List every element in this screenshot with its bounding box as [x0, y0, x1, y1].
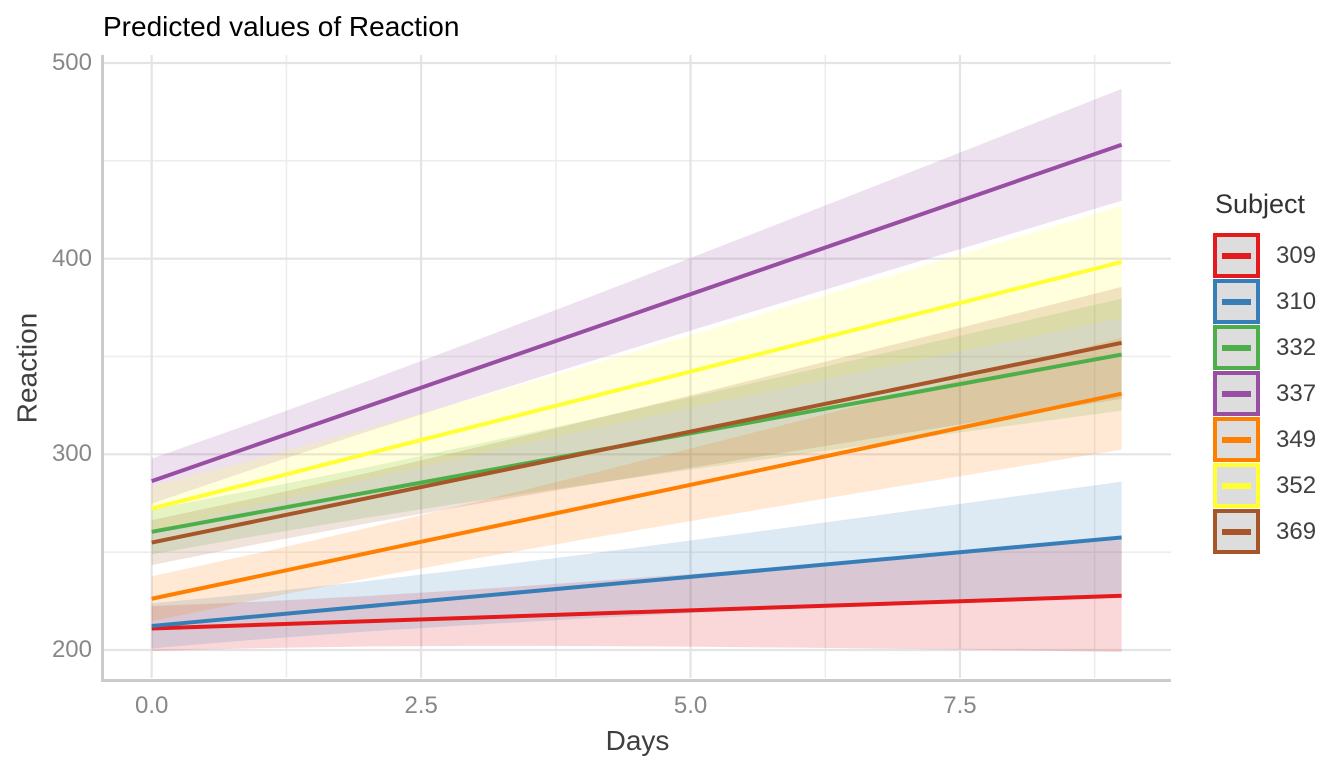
legend-key-line-icon: [1222, 528, 1251, 535]
ribbon-369: [151, 286, 1122, 566]
legend-item-label: 352: [1276, 471, 1317, 499]
legend-key-swatch: [1213, 371, 1260, 416]
legend-item-309: 309: [1213, 233, 1316, 278]
line-349: [151, 391, 1123, 601]
ribbon-349: [151, 337, 1122, 622]
line-309: [151, 593, 1122, 631]
legend-item-label: 332: [1276, 333, 1317, 361]
legend-key-swatch: [1213, 417, 1260, 462]
legend-key-swatch: [1213, 463, 1260, 508]
plot-title: Predicted values of Reaction: [103, 11, 460, 42]
ribbon-352: [151, 206, 1122, 532]
legend-key-line-icon: [1222, 482, 1251, 489]
legend-item-label: 337: [1276, 379, 1317, 407]
legend-key-swatch: [1213, 279, 1260, 324]
legend-item-310: 310: [1213, 279, 1316, 324]
legend-item-337: 337: [1213, 371, 1316, 416]
ribbon-309: [151, 539, 1122, 652]
legend-item-369: 369: [1213, 509, 1316, 554]
x-tick-label: 5.0: [673, 692, 708, 719]
line-310: [151, 535, 1122, 628]
legend-title: Subject: [1215, 189, 1306, 219]
legend-key-line-icon: [1222, 252, 1251, 259]
y-tick-label: 300: [51, 440, 92, 468]
legend: Subject 309 310 332 337 349 352 369: [1213, 189, 1316, 555]
legend-item-label: 349: [1276, 425, 1317, 453]
line-369: [151, 340, 1123, 545]
x-axis-title: Days: [605, 725, 670, 756]
x-tick-label: 0.0: [135, 692, 169, 719]
legend-key-line-icon: [1222, 390, 1251, 397]
legend-key-swatch: [1213, 233, 1260, 278]
ribbon-310: [151, 481, 1122, 649]
y-tick-label: 200: [51, 636, 92, 663]
line-352: [151, 260, 1123, 511]
ribbon-332: [151, 298, 1122, 555]
legend-item-332: 332: [1213, 325, 1316, 370]
legend-items: 309 310 332 337 349 352 369: [1213, 233, 1316, 554]
legend-key-line-icon: [1222, 298, 1251, 305]
y-tick-label: 500: [51, 48, 92, 76]
x-tick-label: 7.5: [943, 692, 977, 719]
y-tick-label: 400: [51, 244, 92, 272]
legend-item-label: 369: [1276, 517, 1317, 545]
legend-item-352: 352: [1213, 463, 1316, 508]
legend-key-line-icon: [1222, 436, 1251, 443]
legend-key-line-icon: [1222, 344, 1251, 351]
ribbon-337: [151, 88, 1122, 504]
legend-key-swatch: [1213, 325, 1260, 370]
legend-key-swatch: [1213, 509, 1260, 554]
legend-item-349: 349: [1213, 417, 1316, 462]
legend-item-label: 309: [1276, 241, 1317, 269]
y-axis-title: Reaction: [11, 312, 43, 424]
x-tick-label: 2.5: [404, 692, 438, 719]
legend-item-label: 310: [1276, 287, 1317, 315]
line-337: [151, 142, 1123, 484]
